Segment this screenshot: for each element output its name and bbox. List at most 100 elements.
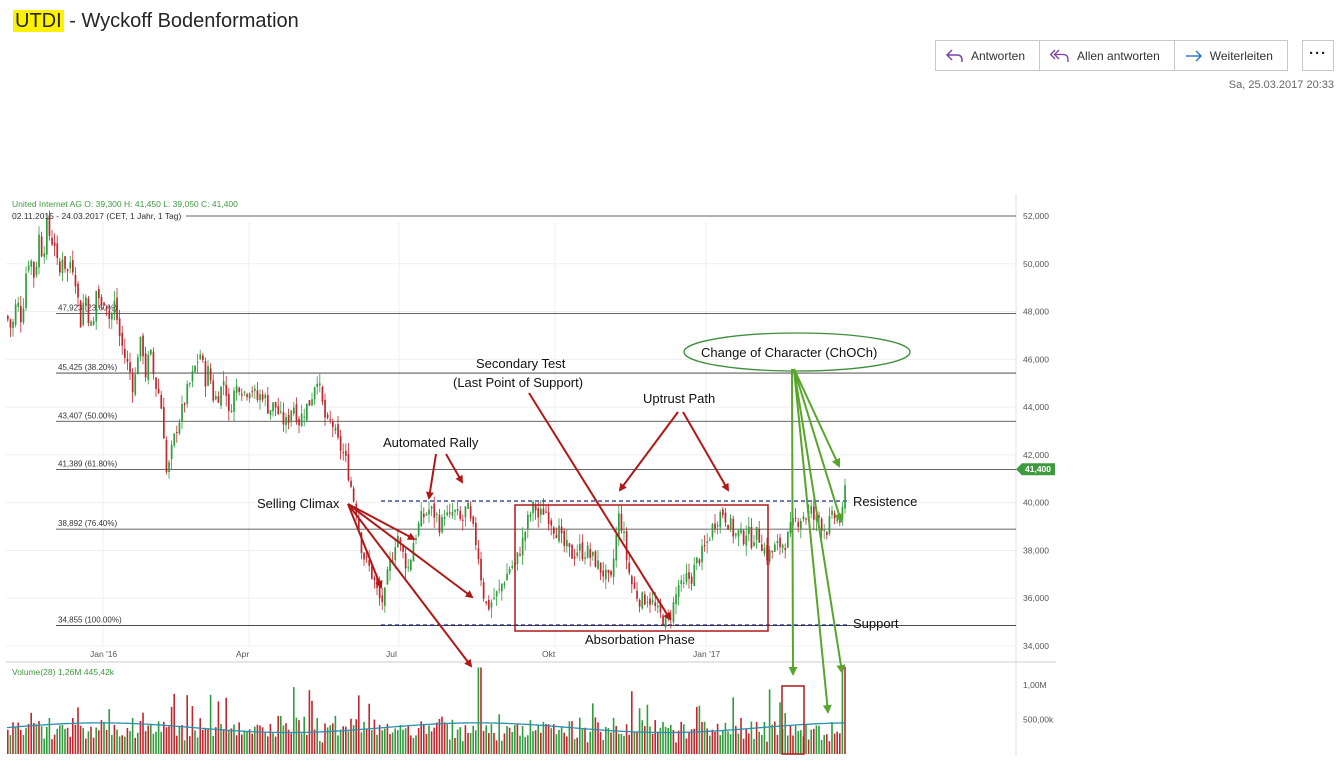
volume-bar [589, 731, 591, 754]
volume-bar [667, 728, 669, 754]
candle-body [329, 419, 332, 421]
candle-body [105, 306, 108, 310]
volume-bar [202, 729, 204, 754]
candle-body [683, 582, 685, 584]
volume-bar [295, 717, 298, 754]
volume-bar [490, 724, 493, 754]
volume-bar [688, 732, 690, 754]
volume-bar [467, 732, 469, 754]
candle-body [319, 383, 321, 386]
volume-bar [540, 732, 542, 754]
volume-bar [524, 737, 526, 754]
volume-bar [763, 721, 766, 754]
volume-bar [792, 735, 794, 754]
candle-body [287, 414, 290, 423]
candle-body [142, 335, 144, 357]
volume-bar [118, 736, 121, 754]
volume-bar [506, 725, 508, 754]
candle-body [157, 388, 160, 394]
candle-body [129, 362, 131, 373]
candle-body [475, 522, 477, 546]
volume-bar [337, 735, 339, 754]
candle-body [30, 260, 33, 267]
volume-bar [48, 718, 51, 754]
volume-bar [521, 726, 524, 754]
candle-body [469, 506, 472, 519]
volume-bar [378, 724, 381, 754]
candle-body [48, 215, 51, 236]
volume-highlight-box [781, 685, 805, 755]
volume-bar [755, 721, 758, 754]
candle-body [40, 236, 43, 257]
candle-body [272, 402, 274, 412]
candle-body [589, 548, 592, 558]
volume-bar [776, 734, 779, 754]
candle-body [183, 403, 186, 405]
volume-bar [703, 721, 706, 754]
volume-bar [438, 718, 441, 754]
volume-bar [9, 735, 12, 754]
volume-bar [594, 717, 597, 754]
volume-bar [766, 741, 768, 754]
volume-bar [615, 726, 617, 754]
candle-body [420, 511, 423, 527]
volume-bar [623, 735, 625, 754]
volume-bar [365, 729, 368, 754]
volume-bar [134, 737, 136, 754]
reply-all-icon [1050, 49, 1069, 62]
secondary-test-arrow [528, 392, 672, 621]
volume-bar [641, 720, 643, 754]
volume-bar [820, 739, 823, 754]
volume-bar [355, 719, 357, 754]
reply-all-button[interactable]: Allen antworten [1039, 40, 1175, 71]
candle-body [363, 552, 365, 560]
candle-body [651, 600, 654, 603]
candle-body [373, 577, 376, 581]
candle-body [9, 319, 12, 328]
volume-bar [618, 733, 620, 754]
candle-body [641, 592, 644, 609]
volume-bar [371, 730, 373, 754]
uptrust-path-arrow [618, 411, 679, 492]
candle-body [137, 357, 139, 375]
ticker-highlight: UTDI [13, 10, 64, 32]
reply-button[interactable]: Antworten [935, 40, 1041, 71]
volume-bar [17, 722, 19, 754]
volume-bar [116, 729, 118, 754]
volume-bar [22, 734, 25, 754]
volume-bar [7, 729, 9, 754]
volume-bar [659, 727, 662, 754]
candle-body [228, 394, 230, 411]
candle-body [612, 558, 615, 577]
candle-body [826, 532, 828, 535]
volume-bar [784, 713, 786, 754]
volume-bar [163, 721, 165, 754]
candle-body [332, 421, 334, 428]
volume-bar [480, 667, 482, 754]
candle-body [347, 453, 350, 481]
candle-body [381, 595, 384, 603]
volume-bar [168, 726, 170, 754]
candle-body [300, 413, 303, 427]
candle-body [724, 512, 727, 523]
volume-bar [267, 736, 269, 754]
volume-bar [469, 733, 472, 754]
candle-body [92, 320, 95, 325]
candle-body [646, 601, 649, 603]
volume-bar [61, 725, 64, 754]
volume-bar [436, 722, 438, 754]
candle-body [25, 273, 27, 308]
candle-body [248, 393, 251, 399]
x-tick-label: Jan '17 [693, 649, 720, 659]
more-actions-button[interactable]: ··· [1302, 40, 1334, 71]
candle-body [485, 601, 488, 604]
volume-bar [303, 716, 305, 754]
selling-climax-arrow [347, 503, 383, 589]
volume-bar [425, 733, 428, 754]
candle-body [207, 366, 209, 386]
forward-button[interactable]: Weiterleiten [1173, 40, 1288, 71]
volume-bar [376, 734, 378, 754]
candle-body [498, 589, 501, 591]
candle-body [625, 531, 628, 561]
email-action-bar: Antworten Allen antworten Weiterleiten [935, 40, 1288, 72]
